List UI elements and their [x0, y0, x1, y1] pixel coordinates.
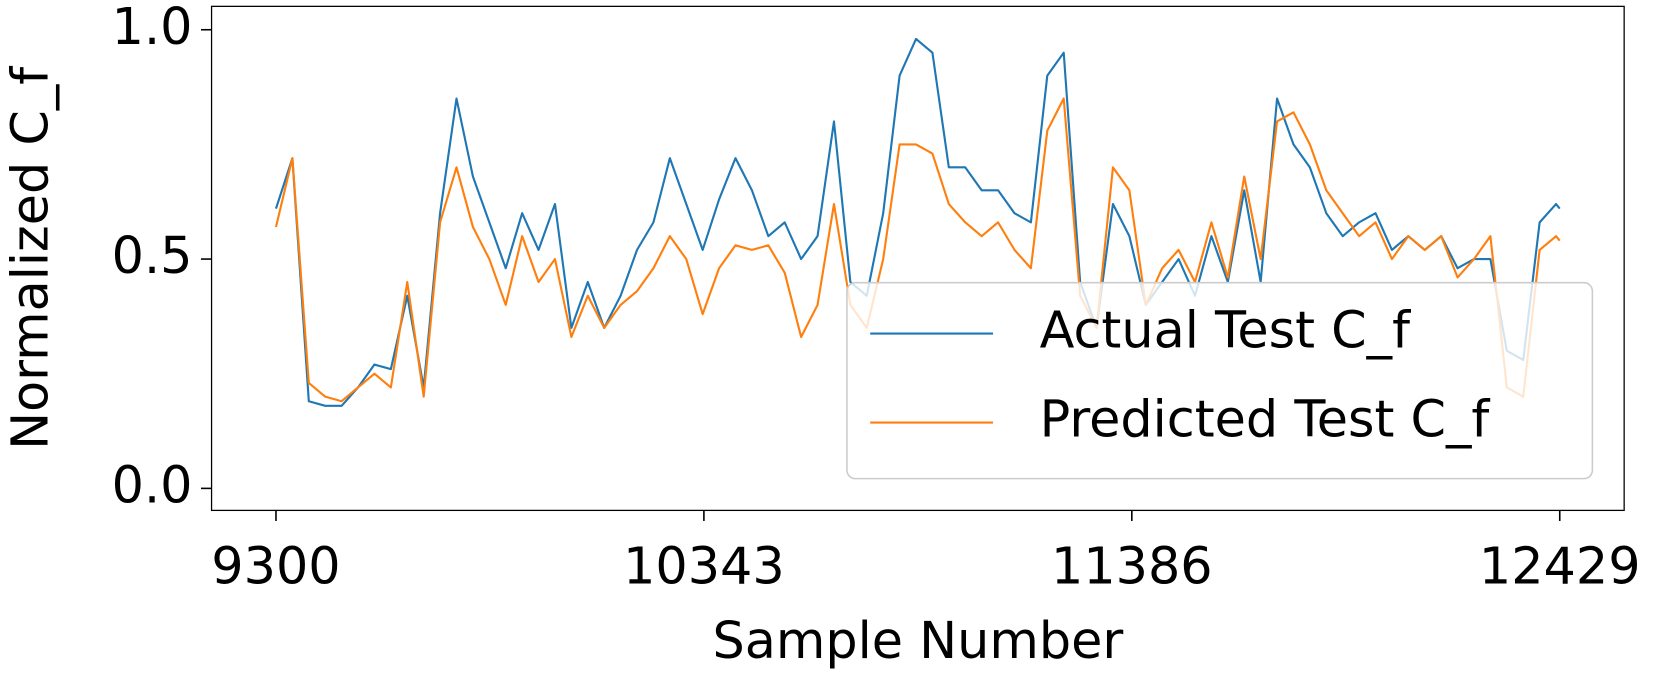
data-line	[274, 97, 1561, 403]
x-tick-label: 11386	[1051, 537, 1213, 596]
x-tick-label: 9300	[211, 537, 340, 596]
x-axis-label: Sample Number	[712, 611, 1123, 670]
data-line	[274, 37, 1561, 407]
y-tick-label: 1.0	[112, 0, 193, 56]
x-tick-label: 12429	[1479, 537, 1641, 596]
y-tick-label: 0.0	[112, 455, 193, 514]
legend-label: Actual Test C_f	[1040, 301, 1411, 360]
y-tick-label: 0.5	[112, 226, 193, 285]
legend-label: Predicted Test C_f	[1040, 390, 1491, 449]
plot-frame	[210, 5, 1625, 512]
legend: Actual Test C_f Predicted Test C_f	[846, 281, 1594, 480]
y-axis-label: Normalized C_f	[1, 66, 60, 450]
legend-box	[846, 281, 1594, 480]
x-tick-label: 10343	[623, 537, 785, 596]
